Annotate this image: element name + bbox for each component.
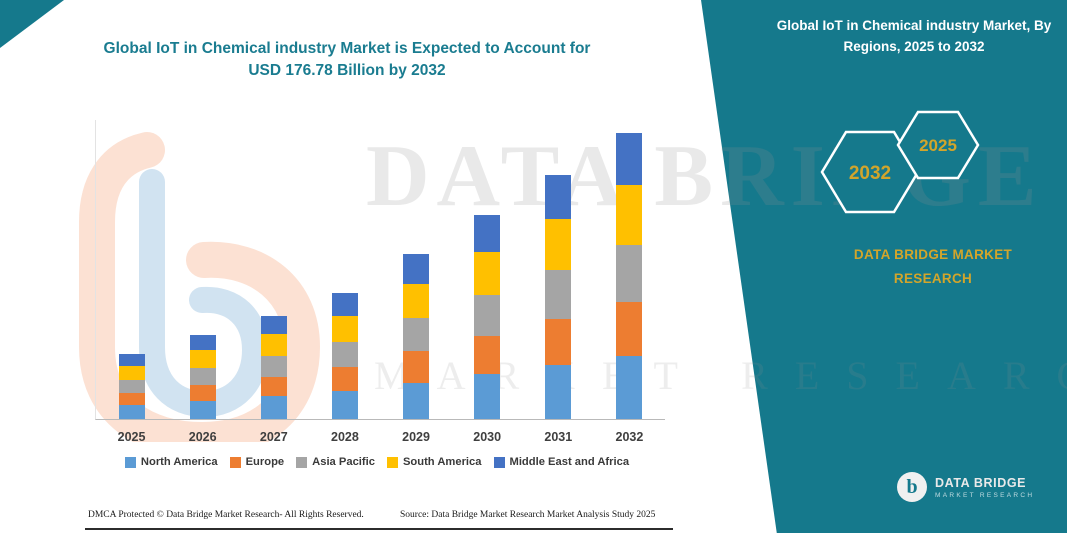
bar-segment-north-america xyxy=(189,400,216,419)
databridge-logo-icon: b xyxy=(897,472,927,502)
bar-segment-south-america xyxy=(189,350,216,368)
brand-text-line2: RESEARCH xyxy=(893,271,973,287)
legend-item-north-america: North America xyxy=(124,456,218,468)
main-title: Global IoT in Chemical industry Market i… xyxy=(72,38,622,83)
bar-segment-europe xyxy=(616,301,643,357)
legend-swatch xyxy=(229,456,241,468)
legend-swatch xyxy=(296,456,308,468)
bar-segment-europe xyxy=(403,351,430,383)
bar-segment-middle-east-and-africa xyxy=(189,334,216,351)
bar-segment-middle-east-and-africa xyxy=(403,254,430,284)
bar-segment-asia-pacific xyxy=(616,244,643,302)
bar-segment-europe xyxy=(260,376,287,397)
bar-segment-south-america xyxy=(331,315,358,343)
databridge-logo-text: DATA BRIDGE MARKET RESEARCH xyxy=(935,476,1034,499)
hexagon-2032-label: 2032 xyxy=(849,163,891,184)
stacked-bar-chart: 2025 2026 2027 2028 2029 2030 2031 2032 xyxy=(95,120,665,444)
bar-segment-south-america xyxy=(118,366,145,380)
x-axis-label-2025: 2025 xyxy=(117,430,146,444)
bar-segment-europe xyxy=(118,392,145,405)
legend-label: North America xyxy=(140,456,218,468)
legend-item-middle-east-and-africa: Middle East and Africa xyxy=(493,456,630,468)
bar-segment-north-america xyxy=(616,356,643,419)
bar-2027: 2027 xyxy=(260,120,288,444)
hexagon-2025-label: 2025 xyxy=(919,136,957,155)
legend-label: Europe xyxy=(245,456,285,468)
x-axis-label-2027: 2027 xyxy=(259,430,288,444)
bar-segment-north-america xyxy=(545,365,572,419)
bar-2026: 2026 xyxy=(189,120,217,444)
bar-segment-middle-east-and-africa xyxy=(118,354,145,367)
bar-segment-south-america xyxy=(403,283,430,319)
bar-segment-asia-pacific xyxy=(260,355,287,377)
x-axis-label-2031: 2031 xyxy=(544,430,573,444)
bar-segment-asia-pacific xyxy=(189,367,216,385)
x-axis-label-2028: 2028 xyxy=(331,430,359,444)
x-axis-label-2030: 2030 xyxy=(473,430,502,444)
bar-segment-europe xyxy=(331,367,358,392)
footer-divider-line xyxy=(85,528,673,530)
bar-segment-middle-east-and-africa xyxy=(331,292,358,316)
legend-swatch xyxy=(124,456,136,468)
bar-segment-middle-east-and-africa xyxy=(616,133,643,185)
databridge-logo-name: DATA BRIDGE xyxy=(935,475,1027,490)
main-title-line2: USD 176.78 Billion by 2032 xyxy=(248,62,446,80)
brand-text-line1: DATA BRIDGE MARKET xyxy=(853,247,1013,262)
legend-swatch xyxy=(386,456,398,468)
bar-segment-europe xyxy=(474,335,501,375)
bar-segment-europe xyxy=(189,384,216,401)
x-axis-label-2032: 2032 xyxy=(615,430,644,444)
year-hexagons: 2032 2025 xyxy=(820,110,980,214)
legend-label: Middle East and Africa xyxy=(509,456,630,468)
main-title-line1: Global IoT in Chemical industry Market i… xyxy=(103,40,591,57)
bar-segment-south-america xyxy=(545,218,572,271)
bar-segment-north-america xyxy=(403,382,430,419)
corner-accent-triangle xyxy=(0,0,64,48)
legend-item-south-america: South America xyxy=(386,456,482,468)
watermark-logo xyxy=(79,132,321,442)
right-panel-title: Global IoT in Chemical industry Market, … xyxy=(776,18,1052,54)
bar-segment-south-america xyxy=(260,334,287,356)
x-axis-label-2029: 2029 xyxy=(402,430,430,444)
bar-segment-asia-pacific xyxy=(545,270,572,319)
bar-segment-north-america xyxy=(474,374,501,419)
bar-2032: 2032 xyxy=(616,120,643,444)
footer-dmca-text: DMCA Protected © Data Bridge Market Rese… xyxy=(88,510,364,520)
legend-item-asia-pacific: Asia Pacific xyxy=(296,456,375,468)
bar-segment-asia-pacific xyxy=(118,379,145,393)
watermark-logo-blue-swoosh xyxy=(139,169,269,418)
bar-segment-north-america xyxy=(331,391,358,419)
bar-2030: 2030 xyxy=(473,120,501,444)
hexagon-2025 xyxy=(896,110,980,180)
legend-item-europe: Europe xyxy=(229,456,285,468)
bar-segment-europe xyxy=(545,318,572,366)
bar-2025: 2025 xyxy=(118,120,145,444)
legend-label: Asia Pacific xyxy=(312,456,375,468)
chart-legend: North America Europe Asia Pacific South Ame… xyxy=(78,456,676,468)
footer-source-text: Source: Data Bridge Market Research Mark… xyxy=(400,510,656,520)
watermark-logo-orange-swoosh xyxy=(79,132,321,442)
legend-swatch xyxy=(493,456,505,468)
databridge-logo: b DATA BRIDGE MARKET RESEARCH xyxy=(897,472,1034,502)
bar-segment-asia-pacific xyxy=(331,342,358,368)
bar-segment-middle-east-and-africa xyxy=(545,175,572,219)
bar-segment-north-america xyxy=(260,396,287,419)
databridge-logo-subtitle: MARKET RESEARCH xyxy=(935,491,1035,499)
bar-segment-north-america xyxy=(118,404,145,419)
bar-segment-asia-pacific xyxy=(403,318,430,352)
bar-segment-asia-pacific xyxy=(474,294,501,336)
brand-text: DATA BRIDGE MARKET RESEARCH xyxy=(806,243,1060,292)
bar-segment-middle-east-and-africa xyxy=(260,315,287,335)
bar-segment-middle-east-and-africa xyxy=(474,215,501,253)
bar-2029: 2029 xyxy=(402,120,430,444)
bar-2028: 2028 xyxy=(331,120,359,444)
bar-2031: 2031 xyxy=(544,120,572,444)
bar-segment-south-america xyxy=(474,252,501,295)
bar-segment-south-america xyxy=(616,184,643,245)
x-axis-label-2026: 2026 xyxy=(188,430,217,444)
legend-label: South America xyxy=(402,456,482,468)
